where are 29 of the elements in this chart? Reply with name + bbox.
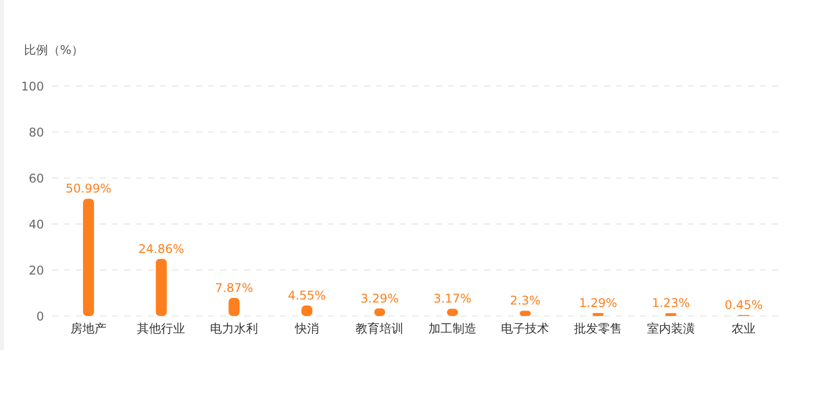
data-label: 4.55% — [288, 288, 326, 303]
y-tick-label: 60 — [28, 171, 44, 186]
x-tick-label: 房地产 — [70, 322, 106, 336]
y-tick-label: 20 — [28, 263, 44, 278]
x-tick-label: 加工制造 — [428, 322, 476, 336]
data-label: 1.23% — [652, 296, 690, 310]
x-tick-label: 电力水利 — [210, 322, 258, 336]
data-label: 3.17% — [433, 292, 472, 306]
data-label: 50.99% — [66, 182, 112, 196]
x-tick-label: 电子技术 — [501, 322, 550, 336]
bar — [156, 258, 167, 316]
data-label: 1.29% — [579, 296, 618, 310]
data-label: 24.86% — [138, 242, 184, 256]
data-label: 2.3% — [510, 294, 541, 308]
y-tick-label: 100 — [21, 79, 44, 94]
x-tick-label: 室内装潢 — [646, 322, 695, 336]
x-tick-label: 农业 — [732, 322, 756, 336]
y-axis-title: 比例（%） — [24, 42, 84, 59]
y-tick-label: 0 — [36, 309, 44, 324]
bar — [83, 198, 94, 316]
x-tick-label: 教育培训 — [356, 322, 404, 336]
y-tick-label: 40 — [28, 217, 44, 232]
data-label: 7.87% — [215, 280, 254, 295]
x-tick-label: 其他行业 — [137, 322, 186, 336]
data-label: 3.29% — [360, 291, 399, 306]
y-tick-label: 80 — [28, 125, 44, 140]
x-tick-label: 快消 — [294, 322, 319, 336]
data-label: 0.45% — [724, 298, 763, 312]
x-tick-label: 批发零售 — [574, 322, 622, 336]
